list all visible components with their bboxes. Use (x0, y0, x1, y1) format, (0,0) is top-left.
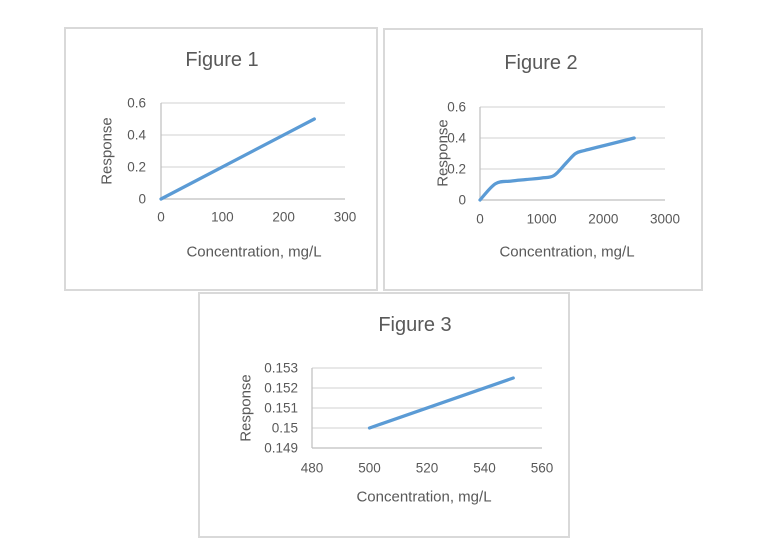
x-tick-label: 0 (476, 211, 484, 227)
x-tick-label: 0 (157, 209, 165, 225)
x-tick-label: 540 (473, 460, 496, 476)
x-tick-label: 100 (211, 209, 234, 225)
x-tick-label: 300 (333, 209, 357, 225)
figure-1-title: Figure 1 (185, 49, 259, 71)
y-tick-label: 0 (138, 191, 146, 207)
figure-3-panel (198, 292, 570, 538)
y-tick-label: 0.6 (447, 99, 466, 115)
figure-1-y-axis-label: Response (98, 117, 116, 185)
y-tick-label: 0.15 (271, 420, 298, 436)
figure-3-x-axis-label: Concentration, mg/L (356, 488, 492, 506)
x-tick-label: 560 (530, 460, 554, 476)
x-tick-label: 500 (358, 460, 381, 476)
x-tick-label: 2000 (588, 211, 619, 227)
figure-3-y-axis-label: Response (237, 374, 255, 442)
y-tick-label: 0.4 (127, 127, 146, 143)
y-tick-label: 0.6 (127, 95, 146, 111)
x-tick-label: 480 (300, 460, 324, 476)
figure-1-x-axis-label: Concentration, mg/L (186, 243, 322, 261)
figure-2-panel (383, 28, 703, 291)
y-tick-label: 0.151 (264, 400, 298, 416)
y-tick-label: 0.2 (127, 159, 146, 175)
y-tick-label: 0.2 (447, 161, 466, 177)
y-tick-label: 0.149 (264, 440, 298, 456)
figure-1-panel (64, 27, 378, 291)
y-tick-label: 0.4 (447, 130, 466, 146)
figure-3-title: Figure 3 (378, 314, 452, 336)
x-tick-label: 1000 (526, 211, 557, 227)
x-tick-label: 200 (272, 209, 295, 225)
y-tick-label: 0.153 (264, 360, 298, 376)
figure-2-title: Figure 2 (504, 52, 578, 74)
x-tick-label: 3000 (649, 211, 681, 227)
figure-2-x-axis-label: Concentration, mg/L (499, 243, 635, 261)
y-tick-label: 0 (458, 192, 466, 208)
y-tick-label: 0.152 (264, 380, 298, 396)
x-tick-label: 520 (415, 460, 439, 476)
